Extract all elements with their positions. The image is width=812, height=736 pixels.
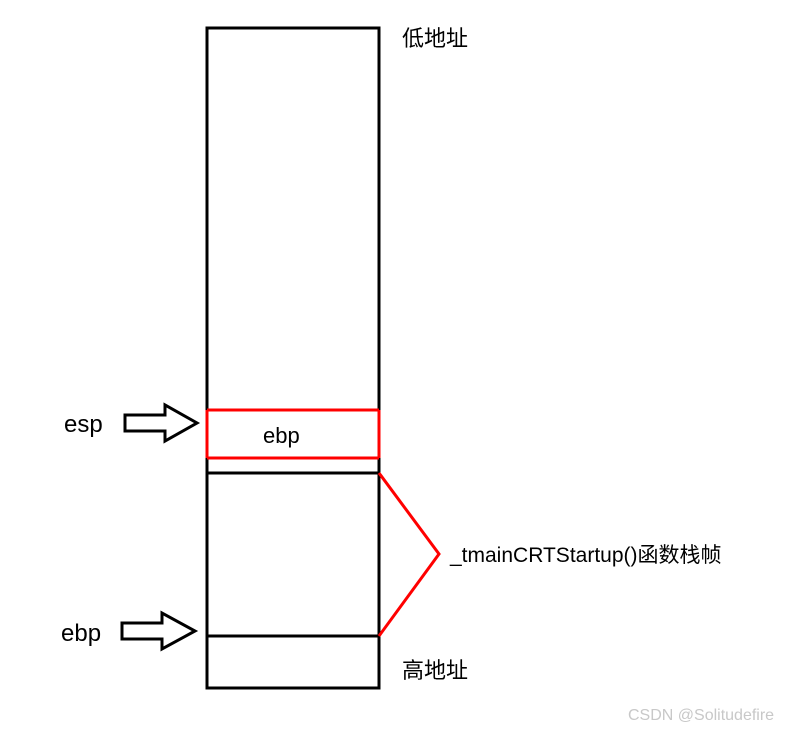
esp-label: esp (64, 411, 103, 438)
high-addr-label: 高地址 (402, 658, 468, 683)
stack-diagram: 低地址 高地址 esp ebp ebp _tmainCRTStartup()函数… (0, 0, 812, 736)
frame-label: _tmainCRTStartup()函数栈帧 (449, 544, 722, 567)
low-addr-label: 低地址 (402, 26, 468, 51)
watermark: CSDN @Solitudefire (628, 707, 774, 724)
ebp-label: ebp (61, 620, 101, 647)
ebp-cell-label: ebp (263, 423, 300, 448)
